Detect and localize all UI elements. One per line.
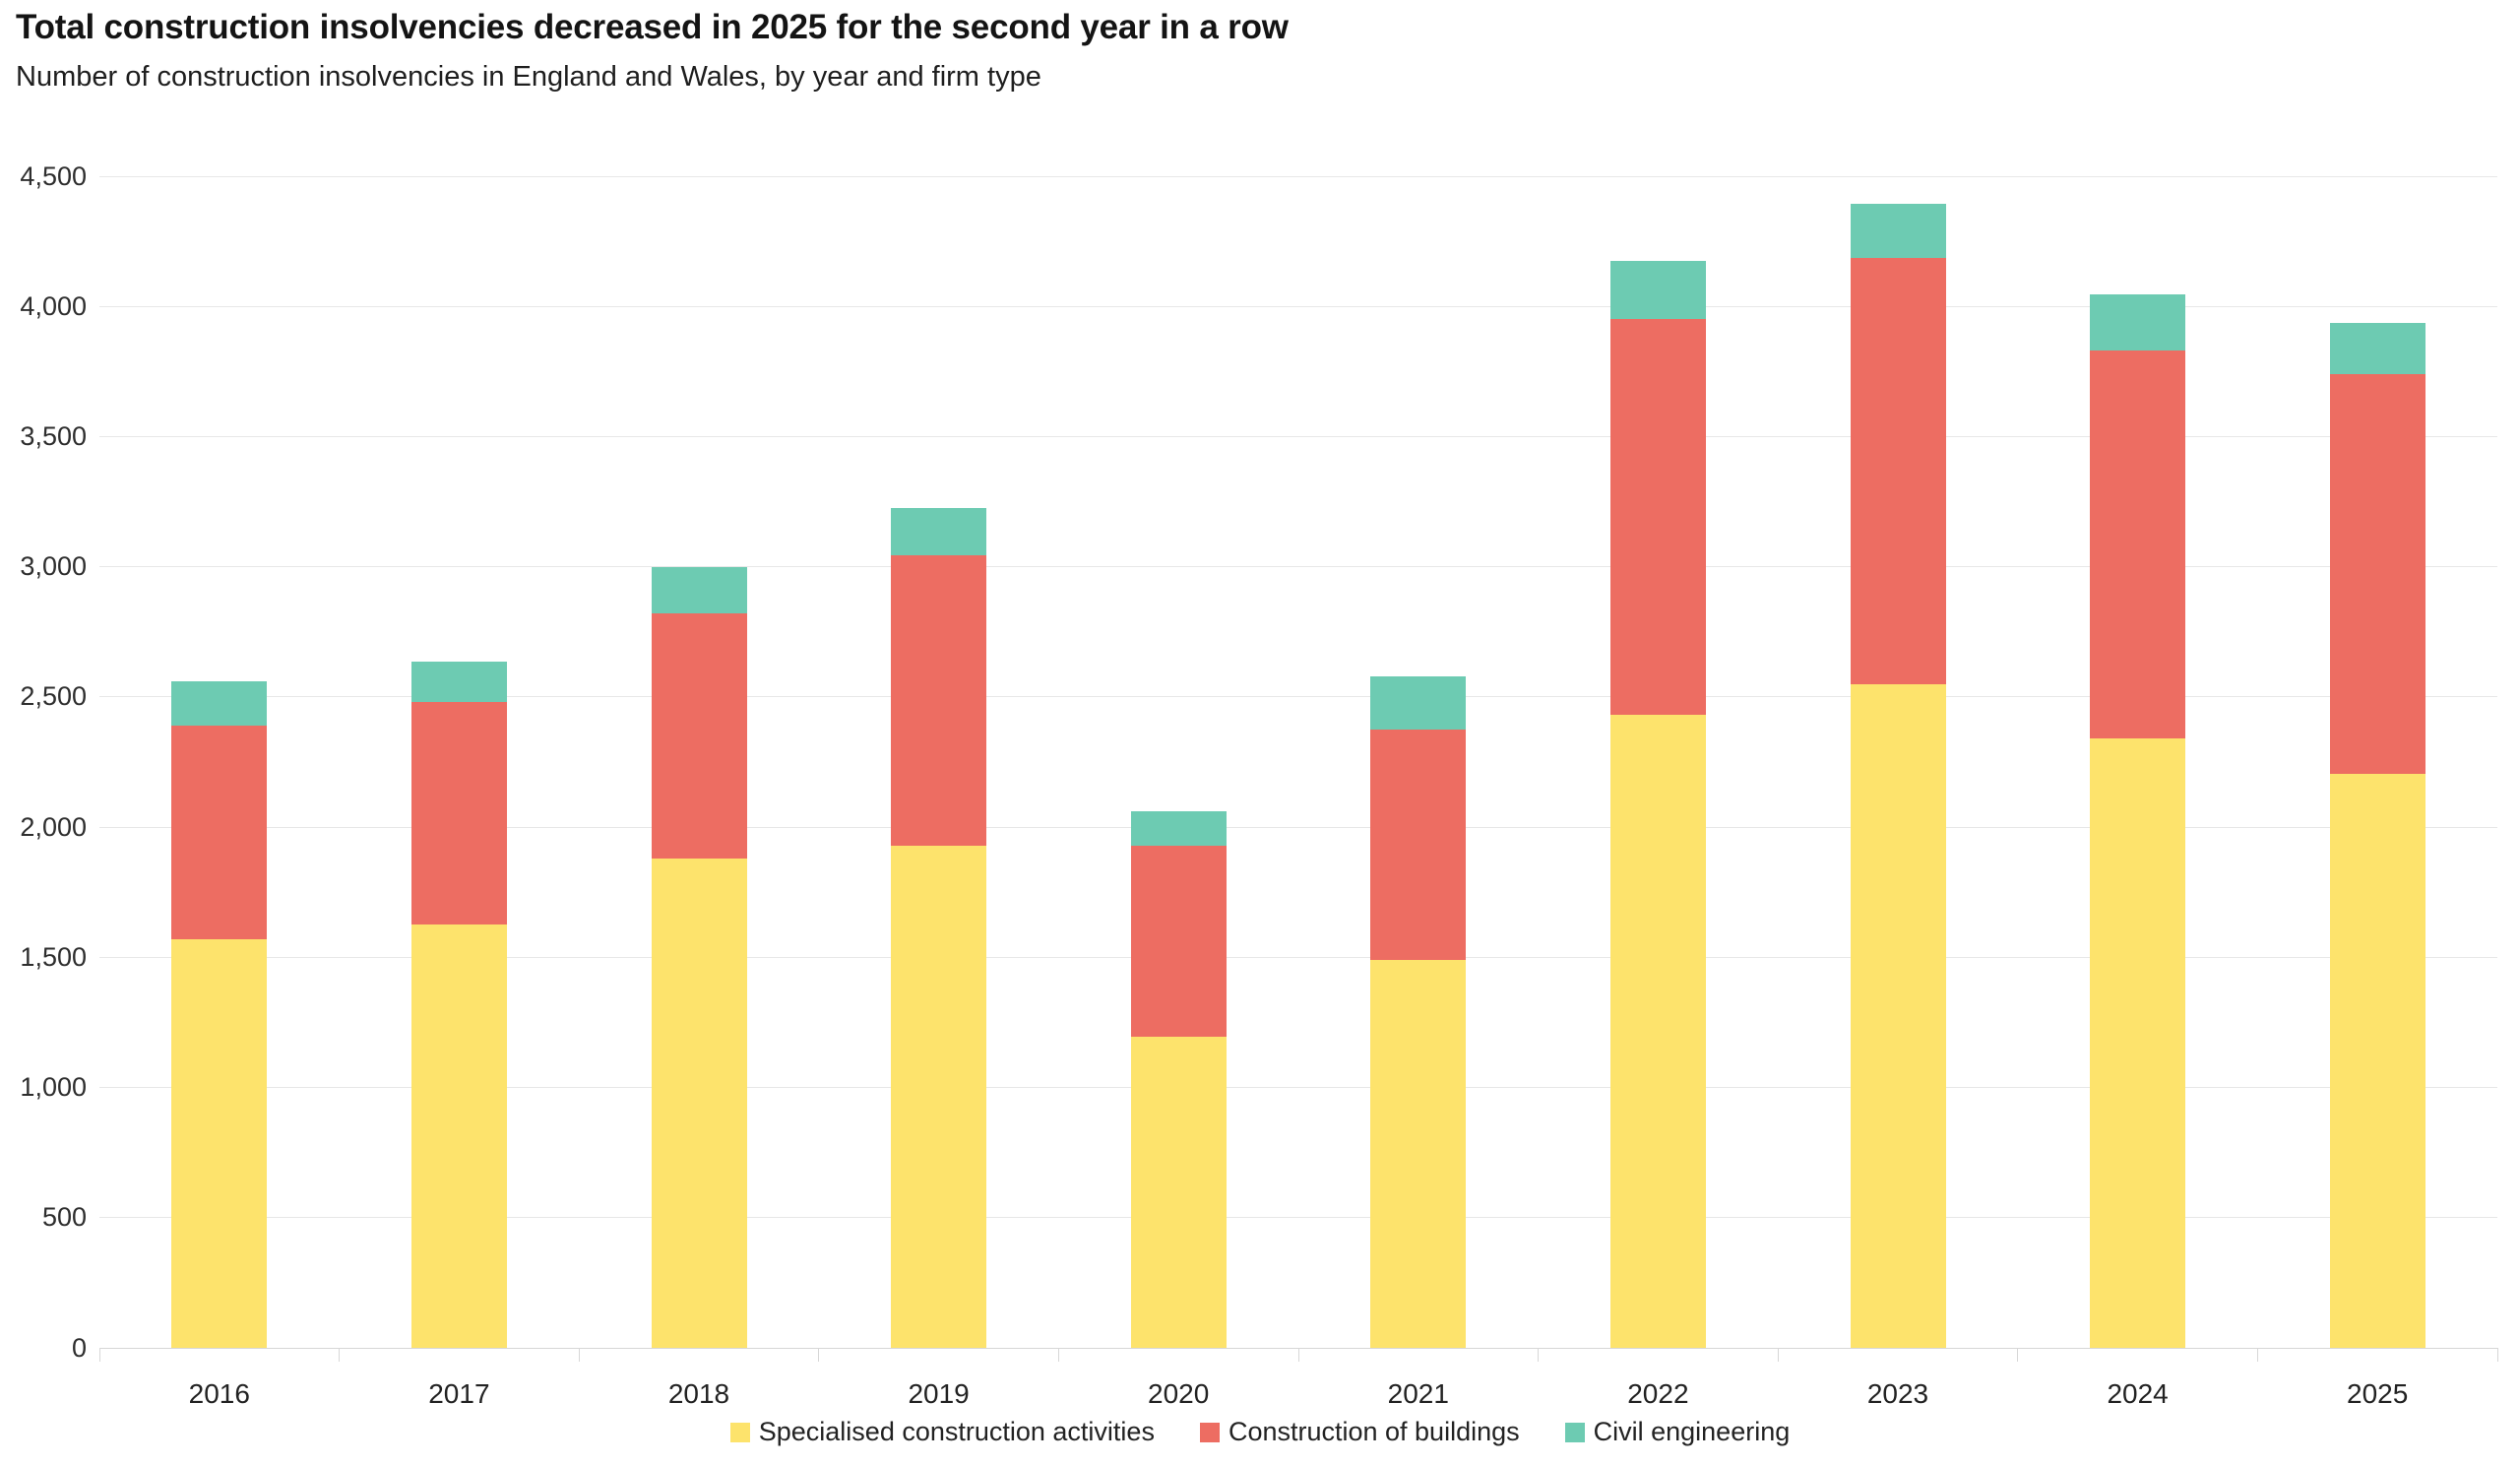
x-axis-tick (339, 1348, 341, 1362)
bar-segment[interactable] (1609, 260, 1706, 320)
chart-subtitle: Number of construction insolvencies in E… (16, 61, 1041, 93)
x-axis-year-label: 2019 (908, 1378, 970, 1409)
x-axis-tick (818, 1348, 820, 1362)
bar-segment[interactable] (2090, 738, 2186, 1348)
x-axis-tick (578, 1348, 580, 1362)
y-axis-tick-label: 2,000 (20, 811, 87, 842)
x-axis-tick (2256, 1348, 2258, 1362)
y-axis-tick-label: 500 (41, 1202, 87, 1233)
chart-legend: Specialised construction activities Const… (0, 1419, 2520, 1445)
gridline (99, 175, 2497, 177)
bar-segment[interactable] (410, 924, 507, 1348)
y-axis-tick-label: 1,000 (20, 1072, 87, 1103)
legend-label: Construction of buildings (1228, 1417, 1520, 1446)
bar-segment[interactable] (2329, 773, 2426, 1348)
y-axis-tick-label: 4,500 (20, 160, 87, 191)
y-axis-tick-label: 1,500 (20, 941, 87, 972)
x-axis-tick (1057, 1348, 1059, 1362)
x-axis-year-label: 2016 (188, 1378, 250, 1409)
bar-segment[interactable] (1370, 675, 1467, 730)
x-axis-year-label: 2017 (428, 1378, 490, 1409)
bar-segment[interactable] (891, 554, 987, 846)
y-axis-tick-label: 3,500 (20, 420, 87, 451)
x-axis-year-label: 2021 (1387, 1378, 1449, 1409)
x-axis-tick (1297, 1348, 1299, 1362)
bar-segment[interactable] (171, 725, 268, 939)
bar-segment[interactable] (1130, 1036, 1227, 1348)
gridline (99, 826, 2497, 828)
bar-segment[interactable] (891, 508, 987, 555)
bar-segment[interactable] (171, 681, 268, 726)
bar-segment[interactable] (651, 858, 747, 1348)
bar-segment[interactable] (1370, 959, 1467, 1348)
legend-swatch-icon (1199, 1422, 1220, 1442)
bar-segment[interactable] (891, 845, 987, 1348)
bar-segment[interactable] (2329, 323, 2426, 374)
bar-segment[interactable] (2090, 351, 2186, 739)
gridline (99, 696, 2497, 698)
bar-segment[interactable] (2329, 373, 2426, 774)
x-axis-tick (2017, 1348, 2019, 1362)
bar-segment[interactable] (171, 938, 268, 1348)
y-axis-tick-label: 2,500 (20, 681, 87, 712)
legend-item: Civil engineering (1564, 1417, 1791, 1446)
legend-item: Specialised construction activities (729, 1417, 1155, 1446)
x-axis-tick (1777, 1348, 1779, 1362)
bar-segment[interactable] (1850, 683, 1946, 1348)
legend-label: Specialised construction activities (758, 1417, 1155, 1446)
bar-segment[interactable] (2090, 294, 2186, 351)
x-axis-year-label: 2018 (667, 1378, 730, 1409)
legend-swatch-icon (1564, 1422, 1585, 1442)
x-axis-year-label: 2020 (1148, 1378, 1210, 1409)
x-axis-year-label: 2024 (2107, 1378, 2169, 1409)
gridline (99, 956, 2497, 958)
legend-item: Construction of buildings (1199, 1417, 1520, 1446)
x-axis-year-label: 2023 (1866, 1378, 1929, 1409)
bar-segment[interactable] (651, 613, 747, 859)
chart-title: Total construction insolvencies decrease… (16, 8, 1289, 46)
x-axis-year-label: 2025 (2347, 1378, 2409, 1409)
gridline (99, 435, 2497, 437)
bar-segment[interactable] (410, 702, 507, 925)
gridline (99, 1217, 2497, 1219)
y-axis-tick-label: 3,000 (20, 551, 87, 582)
x-axis-tick (1538, 1348, 1540, 1362)
bar-segment[interactable] (1609, 715, 1706, 1348)
bar-segment[interactable] (410, 662, 507, 703)
gridline (99, 305, 2497, 307)
bar-segment[interactable] (1130, 845, 1227, 1037)
bar-segment[interactable] (1130, 811, 1227, 846)
legend-swatch-icon (729, 1422, 750, 1442)
bar-segment[interactable] (1850, 258, 1946, 684)
gridline (99, 1087, 2497, 1089)
y-axis-tick-label: 4,000 (20, 290, 87, 321)
bar-segment[interactable] (1609, 319, 1706, 716)
bar-segment[interactable] (1850, 203, 1946, 259)
x-axis-tick (98, 1348, 100, 1362)
x-axis-year-label: 2022 (1627, 1378, 1689, 1409)
bar-segment[interactable] (1370, 729, 1467, 960)
legend-label: Civil engineering (1593, 1417, 1791, 1446)
bar-segment[interactable] (651, 566, 747, 614)
gridline (99, 566, 2497, 568)
y-axis-tick-label: 0 (71, 1332, 87, 1363)
x-axis-tick (2496, 1348, 2498, 1362)
